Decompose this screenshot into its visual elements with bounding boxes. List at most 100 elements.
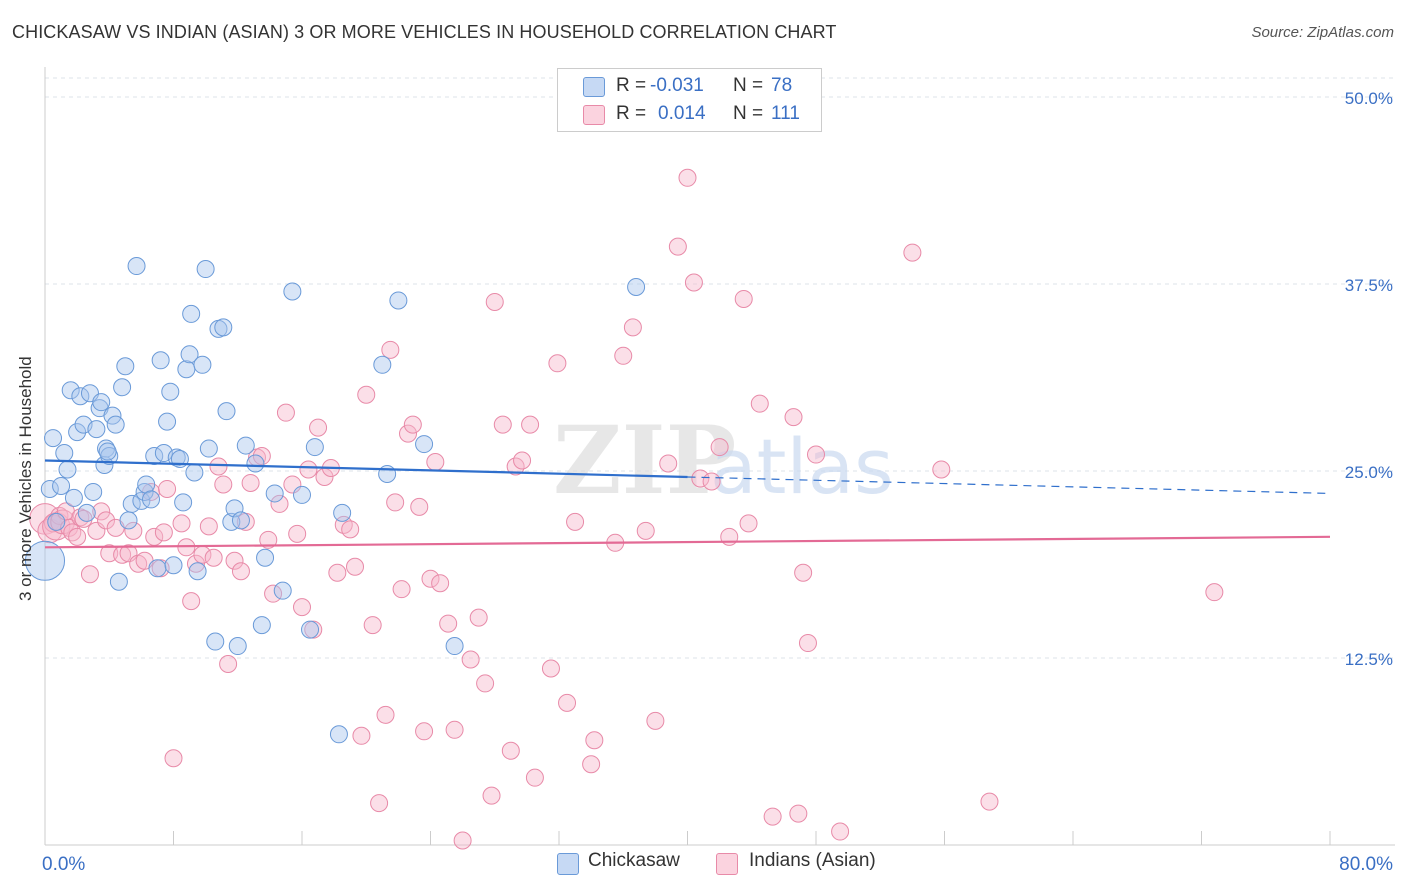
point-chickasaw <box>199 439 218 458</box>
point-indians <box>548 354 567 373</box>
point-indians <box>903 243 922 262</box>
point-indians <box>259 530 278 549</box>
point-indians <box>293 598 311 617</box>
point-indians <box>636 521 655 540</box>
legend-r-label: R = <box>616 103 647 124</box>
point-indians <box>186 554 205 573</box>
point-chickasaw <box>113 378 132 397</box>
point-indians <box>541 659 560 678</box>
point-indians <box>493 415 512 434</box>
point-chickasaw <box>40 479 59 498</box>
point-chickasaw <box>109 572 128 591</box>
legend-r-label: R = <box>616 75 647 96</box>
data-points <box>24 168 1224 850</box>
point-indians <box>363 616 382 635</box>
point-chickasaw <box>283 282 302 301</box>
point-chickasaw <box>64 488 83 507</box>
point-chickasaw <box>71 387 90 406</box>
point-chickasaw <box>177 360 196 379</box>
trend-line-chickasaw <box>44 459 688 479</box>
point-indians <box>71 508 90 527</box>
bottom-legend-swatch-chickasaw <box>557 853 579 875</box>
point-chickasaw <box>193 355 212 374</box>
point-indians <box>566 512 585 531</box>
point-indians <box>50 506 69 525</box>
point-indians <box>309 418 328 437</box>
point-indians <box>521 415 540 434</box>
point-chickasaw <box>236 436 255 455</box>
point-indians <box>1205 583 1224 602</box>
point-chickasaw <box>119 511 138 530</box>
point-indians <box>100 544 119 563</box>
point-indians <box>231 562 250 581</box>
point-chickasaw <box>161 382 180 401</box>
point-indians <box>646 711 665 730</box>
point-indians <box>346 557 365 576</box>
legend-r-value-indians: 0.014 <box>658 103 706 124</box>
watermark-atlas: atlas <box>710 422 894 511</box>
legend-r-value-chickasaw: -0.031 <box>650 75 704 96</box>
point-indians <box>421 569 440 588</box>
point-indians <box>980 792 999 811</box>
point-indians <box>784 408 803 427</box>
point-chickasaw <box>206 632 225 651</box>
point-indians <box>392 580 411 599</box>
point-indians <box>357 385 376 404</box>
legend-swatch-chickasaw <box>583 77 605 97</box>
point-indians <box>453 831 472 850</box>
point-chickasaw <box>122 494 141 513</box>
point-chickasaw <box>52 476 71 495</box>
axes <box>44 67 1395 846</box>
stats-legend: R = -0.031 N = 78 R = 0.014 N = 111 <box>557 68 822 132</box>
point-indians <box>558 693 577 712</box>
point-chickasaw <box>293 485 311 504</box>
legend-n-label: N = <box>733 103 764 124</box>
watermark-zip: ZIP <box>553 406 736 516</box>
point-indians <box>370 794 389 813</box>
point-chickasaw <box>231 511 250 530</box>
point-indians <box>68 527 87 546</box>
point-indians <box>164 749 183 768</box>
y-tick-label: 12.5% <box>1345 650 1393 669</box>
point-indians <box>482 786 501 805</box>
point-indians <box>381 340 400 359</box>
chart-title: CHICKASAW VS INDIAN (ASIAN) 3 OR MORE VE… <box>12 22 837 42</box>
point-indians <box>445 720 464 739</box>
point-indians <box>831 822 850 841</box>
point-chickasaw <box>47 512 66 531</box>
point-chickasaw <box>228 637 247 656</box>
point-chickasaw <box>58 460 77 479</box>
point-indians <box>376 705 395 724</box>
y-tick-label: 50.0% <box>1345 89 1393 108</box>
y-tick-label: 25.0% <box>1345 463 1393 482</box>
point-chickasaw <box>151 351 170 370</box>
point-indians <box>124 521 143 540</box>
y-tick-label: 37.5% <box>1345 276 1393 295</box>
point-chickasaw <box>135 482 154 501</box>
point-chickasaw <box>389 291 408 310</box>
point-indians <box>241 473 260 492</box>
point-chickasaw <box>148 559 167 578</box>
point-chickasaw <box>68 423 87 442</box>
point-indians <box>763 807 782 826</box>
point-chickasaw <box>627 277 646 296</box>
point-chickasaw <box>92 393 111 412</box>
point-indians <box>199 517 218 536</box>
point-indians <box>623 318 642 337</box>
point-chickasaw <box>333 503 352 522</box>
point-indians <box>341 520 360 539</box>
point-indians <box>80 565 99 584</box>
point-indians <box>214 475 233 494</box>
point-indians <box>252 447 271 466</box>
legend-n-label: N = <box>733 75 764 96</box>
tick-labels: 12.5% 25.0% 37.5% 50.0% 0.0% 80.0% <box>42 89 1393 875</box>
point-indians <box>92 502 111 521</box>
point-indians <box>182 592 201 611</box>
legend-row-indians: R = 0.014 N = 111 <box>558 101 821 129</box>
point-indians <box>585 731 604 750</box>
point-chickasaw <box>137 475 156 494</box>
point-indians <box>461 650 480 669</box>
x-tick-label-min: 0.0% <box>42 854 85 875</box>
bottom-legend-label-chickasaw: Chickasaw <box>588 850 680 871</box>
